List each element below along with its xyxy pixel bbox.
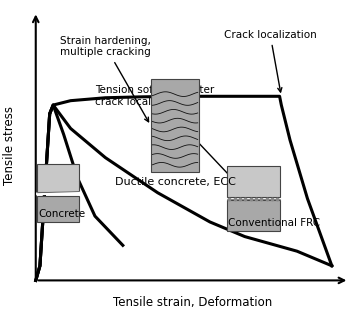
Bar	[227, 200, 280, 231]
Bar	[37, 163, 79, 192]
Text: Conventional FRC: Conventional FRC	[228, 218, 320, 228]
Text: Ductile concrete, ECC: Ductile concrete, ECC	[115, 177, 236, 187]
Text: Tension softening after
crack localization: Tension softening after crack localizati…	[95, 85, 245, 192]
Bar	[227, 166, 280, 197]
Text: Concrete: Concrete	[38, 209, 85, 219]
Text: Crack localization: Crack localization	[224, 30, 317, 92]
Text: Tensile stress: Tensile stress	[3, 106, 16, 185]
Bar	[37, 196, 79, 222]
Text: Tensile strain, Deformation: Tensile strain, Deformation	[113, 296, 272, 310]
Bar	[151, 79, 200, 172]
Text: Strain hardening,
multiple cracking: Strain hardening, multiple cracking	[60, 36, 151, 122]
